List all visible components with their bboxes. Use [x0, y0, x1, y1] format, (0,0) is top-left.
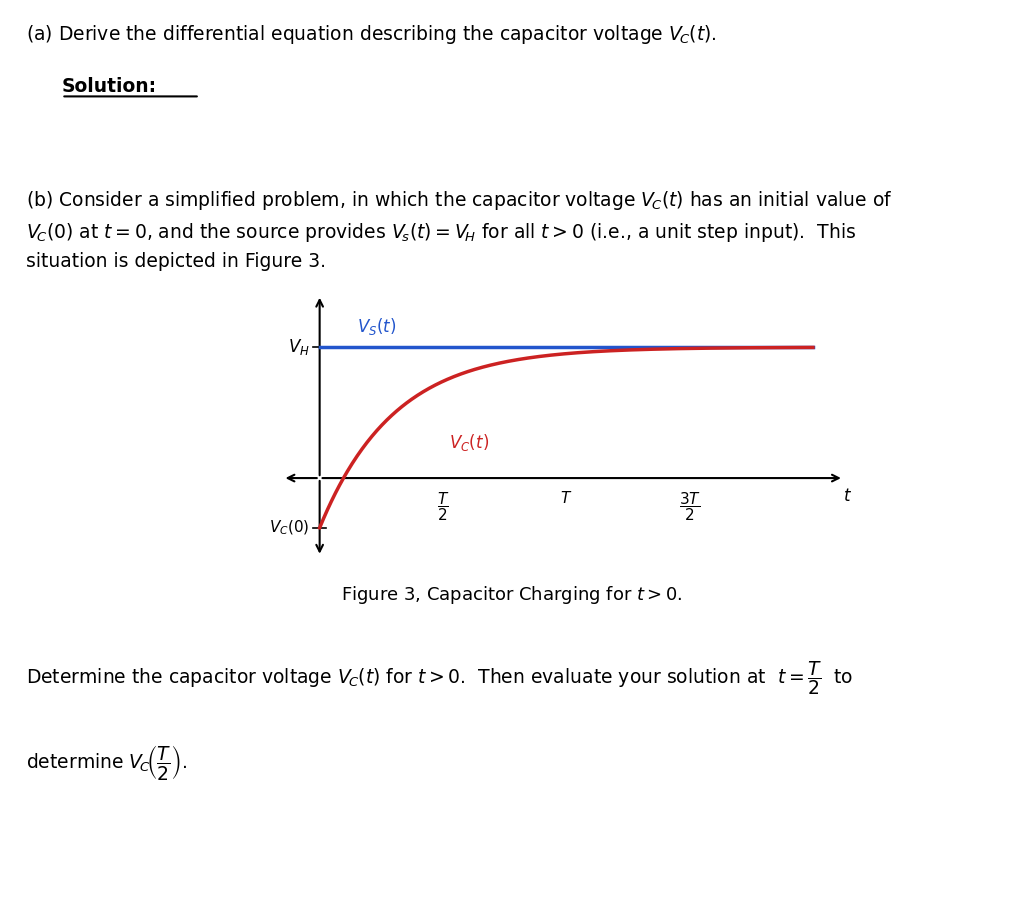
Text: Figure 3, Capacitor Charging for $t>0$.: Figure 3, Capacitor Charging for $t>0$.: [341, 584, 683, 605]
Text: $T$: $T$: [560, 490, 572, 505]
Text: $t$: $t$: [843, 487, 852, 505]
Text: $V_C(0)$: $V_C(0)$: [269, 519, 310, 537]
Text: determine $V_{\!C}\!\left(\dfrac{T}{2}\right)$.: determine $V_{\!C}\!\left(\dfrac{T}{2}\r…: [26, 743, 187, 782]
Text: $V_{\!C}(0)$ at $t=0$, and the source provides $V_{\!s}(t)=V_{\!H}$ for all $t>0: $V_{\!C}(0)$ at $t=0$, and the source pr…: [26, 221, 856, 244]
Text: $\dfrac{3T}{2}$: $\dfrac{3T}{2}$: [679, 490, 700, 523]
Text: (a) Derive the differential equation describing the capacitor voltage $V_{\!C}(t: (a) Derive the differential equation des…: [26, 23, 716, 46]
Text: $V_H$: $V_H$: [288, 337, 310, 357]
Text: Determine the capacitor voltage $V_{\!C}(t)$ for $t>0$.  Then evaluate your solu: Determine the capacitor voltage $V_{\!C}…: [26, 660, 853, 697]
Text: $V_S(t)$: $V_S(t)$: [356, 315, 396, 337]
Text: $\dfrac{T}{2}$: $\dfrac{T}{2}$: [437, 490, 450, 523]
Text: Solution:: Solution:: [61, 77, 157, 96]
Text: $V_C(t)$: $V_C(t)$: [450, 432, 489, 453]
Text: situation is depicted in Figure 3.: situation is depicted in Figure 3.: [26, 252, 326, 271]
Text: (b) Consider a simplified problem, in which the capacitor voltage $V_{\!C}(t)$ h: (b) Consider a simplified problem, in wh…: [26, 189, 892, 213]
